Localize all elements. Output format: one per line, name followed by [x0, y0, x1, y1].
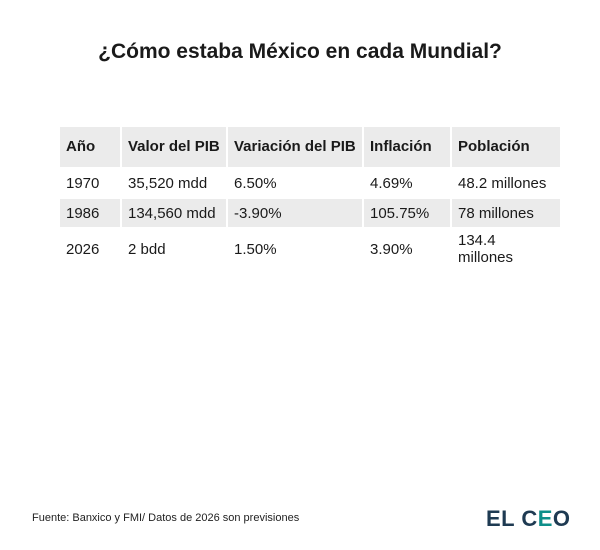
logo-text-start: EL C [486, 506, 538, 531]
source-note: Fuente: Banxico y FMI/ Datos de 2026 son… [32, 512, 300, 524]
column-header-inflation: Inflación [364, 127, 452, 167]
table-row: 1970 35,520 mdd 6.50% 4.69% 48.2 millone… [60, 167, 560, 197]
table-cell: 105.75% [364, 197, 452, 227]
column-header-year: Año [60, 127, 122, 167]
table-cell: 3.90% [364, 227, 452, 269]
table-cell: 134.4 millones [452, 227, 560, 269]
page-title: ¿Cómo estaba México en cada Mundial? [98, 40, 502, 63]
table-row: 1986 134,560 mdd -3.90% 105.75% 78 millo… [60, 197, 560, 227]
table-cell: 2 bdd [122, 227, 228, 269]
table-cell: 1986 [60, 197, 122, 227]
table-cell: 2026 [60, 227, 122, 269]
table-cell: 48.2 millones [452, 167, 560, 197]
table-cell: 78 millones [452, 197, 560, 227]
brand-logo: EL CEO [486, 506, 571, 532]
table-row: 2026 2 bdd 1.50% 3.90% 134.4 millones [60, 227, 560, 269]
table-cell: 35,520 mdd [122, 167, 228, 197]
data-table: Año Valor del PIB Variación del PIB Infl… [60, 127, 560, 269]
table-cell: 6.50% [228, 167, 364, 197]
logo-text-accent: E [537, 506, 553, 531]
table-header-row: Año Valor del PIB Variación del PIB Infl… [60, 127, 560, 167]
table-cell: 1970 [60, 167, 122, 197]
table-cell: 4.69% [364, 167, 452, 197]
table-cell: -3.90% [228, 197, 364, 227]
table-cell: 1.50% [228, 227, 364, 269]
logo-text-end: O [552, 506, 571, 531]
table-cell: 134,560 mdd [122, 197, 228, 227]
column-header-gdp-value: Valor del PIB [122, 127, 228, 167]
column-header-population: Población [452, 127, 560, 167]
column-header-gdp-change: Variación del PIB [228, 127, 364, 167]
